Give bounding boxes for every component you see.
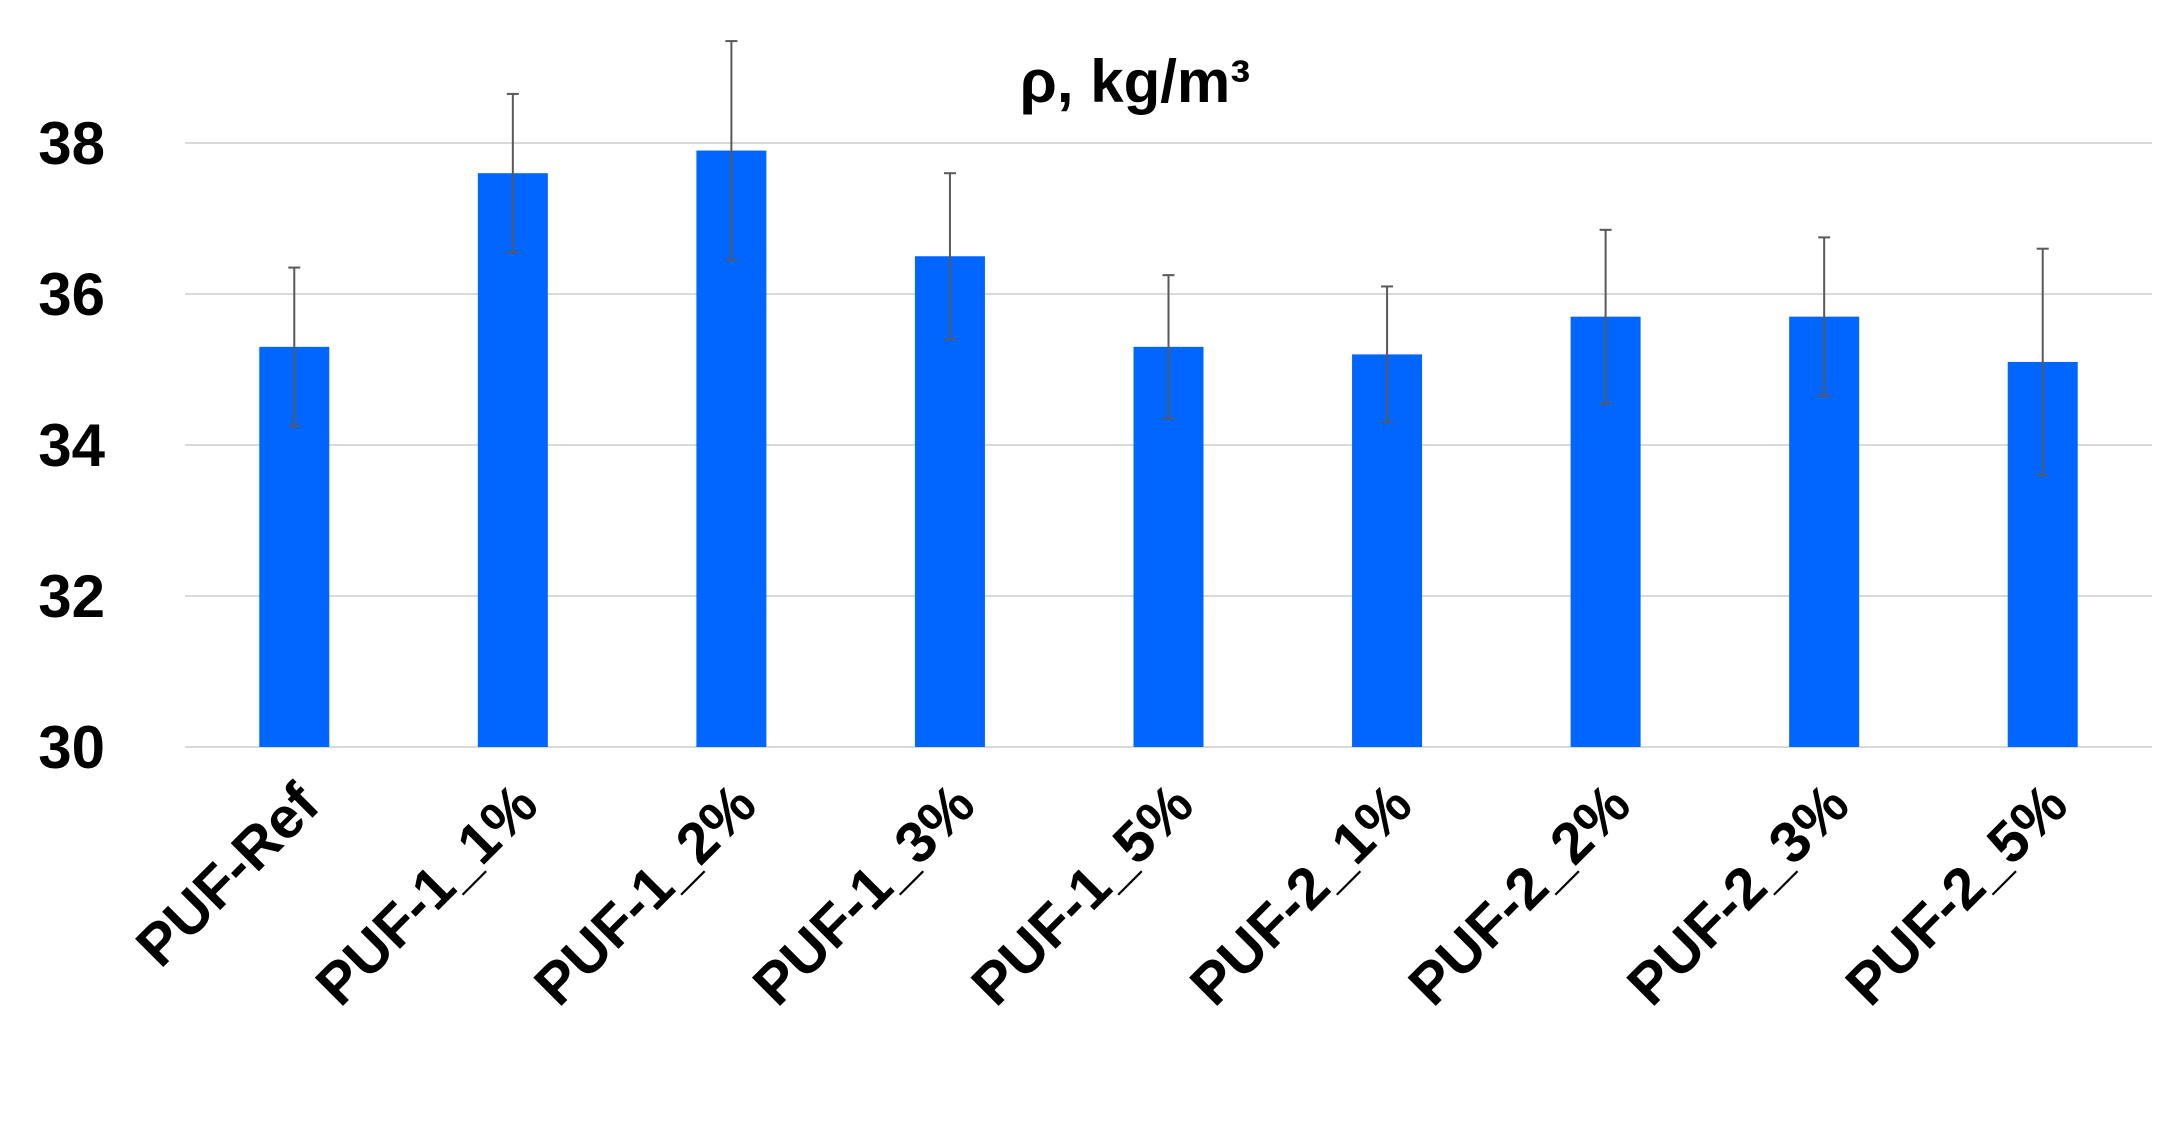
x-tick-label: PUF-Ref <box>124 771 332 979</box>
chart-title: ρ, kg/m³ <box>1020 48 1250 115</box>
error-bar <box>506 92 519 254</box>
x-tick-label: PUF-1_3% <box>741 771 988 1018</box>
bars <box>259 150 2078 748</box>
x-tick-label: PUF-2_2% <box>1396 771 1643 1018</box>
error-bar <box>288 266 301 428</box>
error-bars <box>288 40 2049 477</box>
y-tick-label: 34 <box>38 412 105 479</box>
y-axis-ticks: 30 32 34 36 38 <box>38 110 105 781</box>
x-tick-label: PUF-2_5% <box>1833 771 2080 1018</box>
y-tick-label: 30 <box>38 714 105 781</box>
error-bar <box>1599 228 1612 405</box>
error-bar <box>1818 236 1831 397</box>
x-tick-label: PUF-2_3% <box>1615 771 1862 1018</box>
x-tick-label: PUF-1_2% <box>522 771 769 1018</box>
x-axis-ticks: PUF-RefPUF-1_1%PUF-1_2%PUF-1_3%PUF-1_5%P… <box>124 771 2080 1018</box>
bar <box>477 173 548 747</box>
y-tick-label: 32 <box>38 563 105 630</box>
error-bar <box>1162 274 1175 420</box>
y-tick-label: 38 <box>38 110 105 177</box>
x-tick-label: PUF-2_1% <box>1178 771 1425 1018</box>
x-tick-label: PUF-1_5% <box>959 771 1206 1018</box>
error-bar <box>2036 247 2049 477</box>
y-tick-label: 36 <box>38 261 105 328</box>
error-bar <box>943 172 956 341</box>
x-tick-label: PUF-1_1% <box>303 771 550 1018</box>
error-bar <box>725 40 738 262</box>
error-bar <box>1381 285 1394 424</box>
